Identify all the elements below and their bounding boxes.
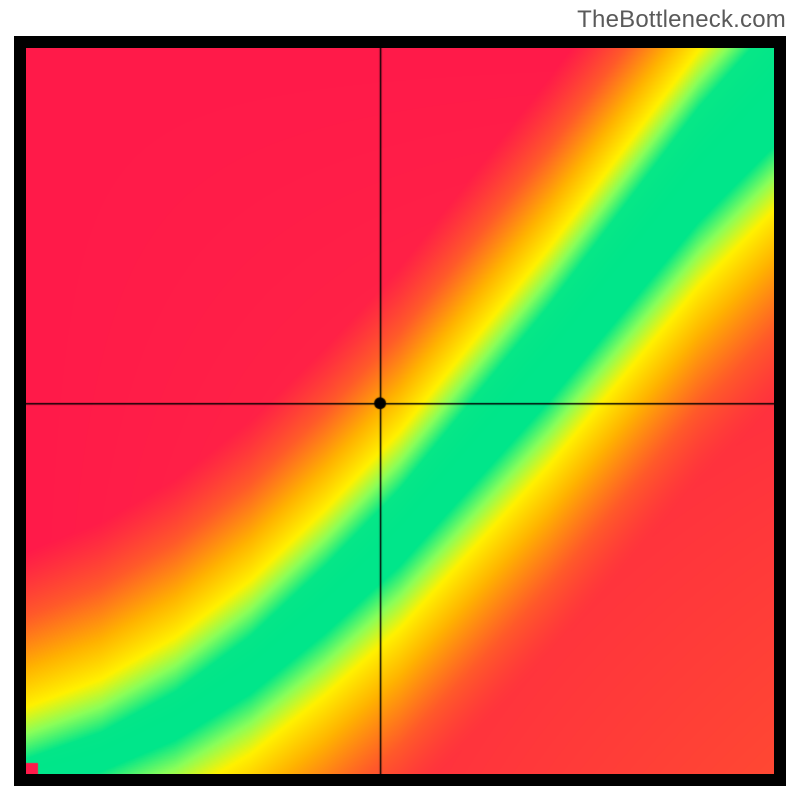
bottleneck-heatmap: [26, 48, 774, 774]
heatmap-frame: [14, 36, 786, 786]
watermark-text: TheBottleneck.com: [577, 6, 786, 34]
